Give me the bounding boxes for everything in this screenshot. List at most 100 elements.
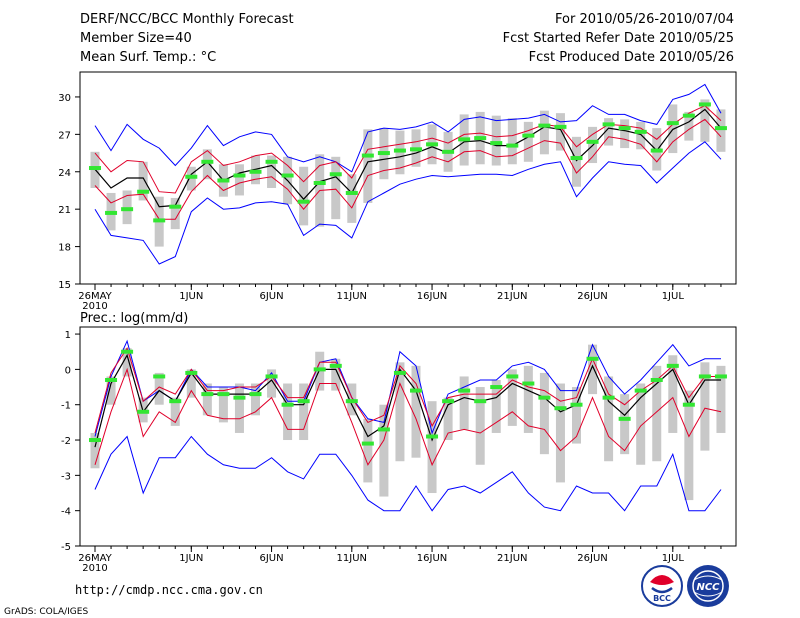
median-marker xyxy=(506,374,519,379)
median-marker xyxy=(233,395,246,400)
median-marker xyxy=(682,113,695,118)
spread-bar xyxy=(267,155,277,188)
spread-bar xyxy=(523,121,533,162)
bcc-logo-text: BCC xyxy=(653,594,671,603)
x-tick-year: 2010 xyxy=(82,563,107,574)
spread-bar xyxy=(331,156,341,220)
source-url[interactable]: http://cmdp.ncc.cma.gov.cn xyxy=(75,583,263,597)
spread-bar xyxy=(267,369,277,398)
max-line xyxy=(94,339,721,437)
spread-bar xyxy=(620,119,630,149)
x-tick-label: 1JUL xyxy=(662,553,685,564)
fcst-produced-date: Fcst Produced Date 2010/05/26 xyxy=(529,50,734,65)
grads-credit: GrADS: COLA/IGES xyxy=(4,607,88,617)
spread-bar xyxy=(507,118,517,165)
upper-spread-line xyxy=(94,105,722,194)
median-marker xyxy=(265,374,278,379)
spread-bar xyxy=(186,369,196,398)
median-marker xyxy=(89,166,101,171)
spread-bar xyxy=(202,383,212,416)
x-tick-label: 11JUN xyxy=(337,291,367,302)
ncc-logo: NCC xyxy=(687,565,729,607)
bcc-logo: BCC xyxy=(641,565,683,607)
spread-bar xyxy=(299,383,309,441)
spread-bar xyxy=(138,161,148,201)
median-marker xyxy=(281,173,294,178)
median-marker xyxy=(105,377,118,382)
median-marker xyxy=(137,409,150,414)
spread-bar xyxy=(234,383,244,433)
median-marker xyxy=(538,395,551,400)
spread-bar xyxy=(636,383,646,465)
median-marker xyxy=(121,207,134,212)
y-tick-label: 15 xyxy=(58,280,71,291)
upper-spread-line xyxy=(94,347,721,434)
y-tick-label: -2 xyxy=(61,436,71,447)
spread-bar xyxy=(716,365,726,433)
spread-bar xyxy=(331,358,341,391)
spread-bar xyxy=(668,355,678,433)
spread-bar xyxy=(170,197,180,230)
median-marker xyxy=(426,434,439,439)
median-marker xyxy=(570,156,583,161)
spread-bar xyxy=(218,387,228,423)
min-line xyxy=(94,435,722,512)
median-marker xyxy=(393,148,406,153)
x-tick-label: 1JUN xyxy=(179,553,203,564)
spread-bar xyxy=(572,387,581,444)
spread-bar xyxy=(539,110,549,155)
median-marker xyxy=(474,136,487,141)
spread-bar xyxy=(620,394,630,455)
median-marker xyxy=(522,133,535,138)
precip-panel-title: Prec.: log(mm/d) xyxy=(80,311,188,326)
median-marker xyxy=(377,427,390,432)
spread-bar xyxy=(507,369,517,426)
spread-bar xyxy=(539,372,549,455)
spread-bar xyxy=(106,376,116,405)
x-tick-label: 21JUN xyxy=(497,291,527,302)
median-marker xyxy=(201,159,214,164)
spread-bar xyxy=(379,404,389,497)
spread-bar xyxy=(684,390,694,501)
median-marker xyxy=(410,388,422,393)
spread-bar xyxy=(700,362,710,451)
spread-bar xyxy=(459,376,469,430)
median-marker xyxy=(666,121,679,126)
ensemble-mean-line xyxy=(94,353,721,448)
median-marker xyxy=(233,173,246,178)
y-tick-label: 1 xyxy=(65,330,71,341)
median-marker xyxy=(361,441,374,446)
spread-bar xyxy=(251,383,260,416)
median-marker xyxy=(153,218,166,223)
variable-label: Mean Surf. Temp.: °C xyxy=(80,50,216,65)
median-marker xyxy=(377,151,390,156)
median-marker xyxy=(634,129,647,134)
median-marker xyxy=(554,406,567,411)
median-marker xyxy=(522,381,535,386)
plot-frame xyxy=(79,71,737,285)
spread-bar xyxy=(443,397,453,441)
min-line xyxy=(94,141,722,265)
spread-bar xyxy=(491,379,501,433)
median-marker xyxy=(474,399,487,404)
median-marker xyxy=(698,102,711,107)
median-marker xyxy=(586,139,599,144)
x-tick-label: 11JUN xyxy=(337,553,367,564)
median-marker xyxy=(137,189,150,194)
y-tick-label: -1 xyxy=(61,401,71,412)
max-line xyxy=(94,83,722,173)
lower-spread-line xyxy=(94,118,722,220)
median-marker xyxy=(490,385,503,390)
fcst-started-date: Fcst Started Refer Date 2010/05/25 xyxy=(503,31,734,46)
x-tick-label: 26JUN xyxy=(577,291,607,302)
median-marker xyxy=(185,370,198,375)
spread-bar xyxy=(604,118,614,146)
median-marker xyxy=(538,123,551,128)
x-tick-label: 6JUN xyxy=(259,291,283,302)
x-tick-label: 26JUN xyxy=(577,553,607,564)
median-marker xyxy=(554,124,567,129)
x-tick-label: 21JUN xyxy=(497,553,527,564)
spread-bar xyxy=(555,113,565,151)
median-marker xyxy=(217,392,230,397)
